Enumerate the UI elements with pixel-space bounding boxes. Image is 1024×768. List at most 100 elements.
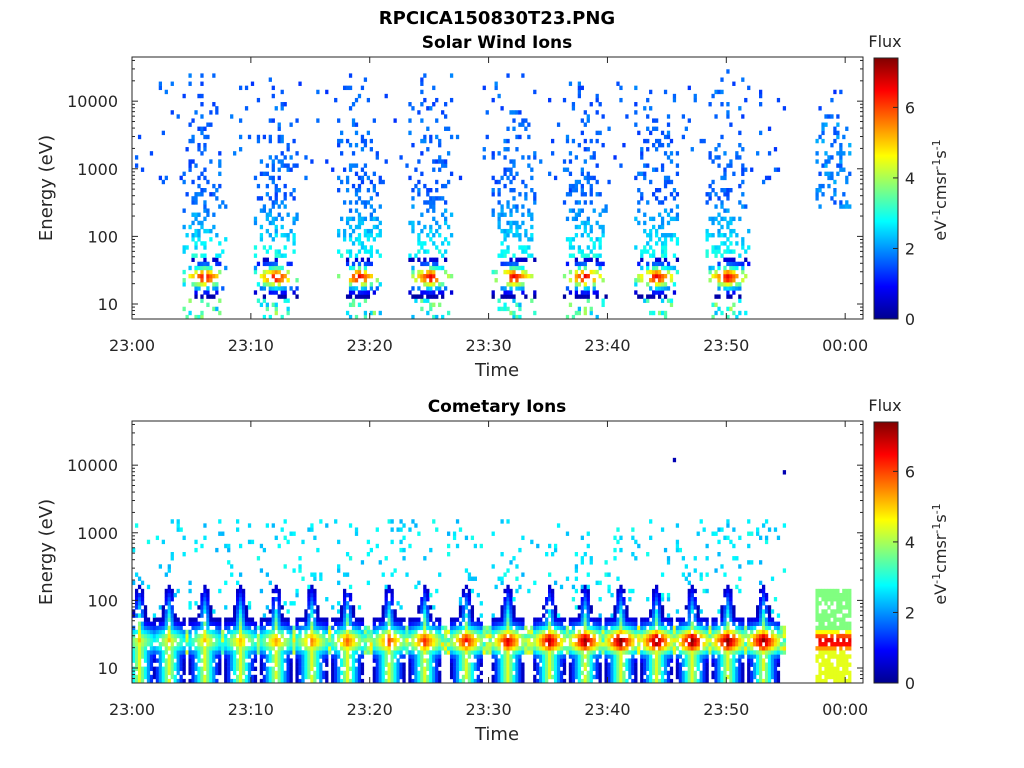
heatmap-cell [274,637,278,643]
heatmap-cell [381,666,385,672]
heatmap-cell [411,625,415,631]
heatmap-cell [280,527,284,532]
heatmap-cell [521,646,525,651]
heatmap-cell [663,233,668,238]
heatmap-cell [143,670,148,676]
heatmap-cell [550,658,555,663]
heatmap-cell [467,625,472,631]
heatmap-cell [592,674,596,680]
heatmap-cell [411,220,415,226]
heatmap-cell [268,642,272,647]
heatmap-cell [274,617,278,622]
heatmap-cell [669,654,674,659]
heatmap-cell [173,674,177,680]
heatmap-cell [390,519,394,524]
heatmap-cell [298,678,302,684]
heatmap-cell [396,629,400,635]
heatmap-cell [548,642,552,647]
heatmap-cell [464,629,469,635]
heatmap-cell [592,290,596,295]
heatmap-cell [179,646,183,651]
heatmap-cell [357,273,362,279]
heatmap-cell [396,637,400,643]
heatmap-cell [672,196,677,201]
heatmap-cell [313,535,317,541]
heatmap-cell [420,118,424,123]
heatmap-cell [607,662,611,667]
heatmap-cell [182,662,186,667]
heatmap-cell [666,670,671,676]
heatmap-cell [393,654,397,659]
heatmap-cell [366,249,371,254]
heatmap-cell [663,617,668,622]
heatmap-cell [690,147,694,152]
heatmap-cell [509,621,513,626]
heatmap-cell [268,134,272,140]
heatmap-cell [292,642,296,647]
heatmap-cell [616,539,620,545]
heatmap-cell [470,642,475,647]
heatmap-cell [467,650,472,655]
heatmap-cell [438,233,442,238]
heatmap-cell [215,666,219,672]
heatmap-cell [717,89,721,95]
heatmap-cell [209,666,213,672]
heatmap-cell [435,196,439,201]
heatmap-cell [426,625,430,631]
heatmap-cell [711,159,715,164]
heatmap-cell [262,245,267,250]
heatmap-cell [215,290,219,295]
heatmap-cell [262,678,267,684]
heatmap-cell [562,666,567,672]
heatmap-cell [553,674,558,680]
heatmap-cell [345,261,350,267]
heatmap-cell [351,118,356,123]
heatmap-cell [429,674,433,680]
heatmap-cell [470,576,475,581]
heatmap-cell [476,621,480,626]
heatmap-cell [348,249,353,254]
heatmap-cell [345,654,350,659]
heatmap-cell [230,114,234,119]
heatmap-cell [654,286,659,291]
heatmap-cell [512,650,516,655]
heatmap-cell [464,597,469,602]
heatmap-cell [663,658,668,663]
heatmap-cell [200,188,204,193]
heatmap-cell [259,678,264,684]
heatmap-cell [411,646,415,651]
heatmap-cell [230,666,234,672]
heatmap-cell [616,650,620,655]
heatmap-cell [351,621,356,626]
heatmap-cell [613,613,617,618]
heatmap-cell [562,670,567,676]
heatmap-cell [134,523,139,528]
heatmap-cell [634,617,638,622]
heatmap-cell [289,646,293,651]
heatmap-cell [137,629,142,635]
heatmap-cell [631,662,635,667]
heatmap-cell [649,519,653,524]
heatmap-cell [381,572,385,577]
heatmap-cell [741,167,745,172]
heatmap-cell [429,273,433,279]
heatmap-cell [601,629,605,635]
heatmap-cell [610,592,614,598]
heatmap-cell [200,678,204,684]
heatmap-cell [369,196,373,201]
heatmap-cell [209,122,213,127]
heatmap-cell [527,245,531,250]
heatmap-cell [250,633,255,639]
heatmap-cell [212,629,216,635]
heatmap-cell [337,654,341,659]
heatmap-cell [509,588,513,594]
heatmap-cell [206,637,210,643]
heatmap-cell [595,179,599,185]
heatmap-cell [363,200,368,205]
heatmap-cell [586,597,590,602]
heatmap-cell [188,298,192,303]
heatmap-cell [836,122,840,127]
heatmap-cell [363,286,368,291]
heatmap-cell [717,220,721,226]
heatmap-cell [675,204,680,209]
